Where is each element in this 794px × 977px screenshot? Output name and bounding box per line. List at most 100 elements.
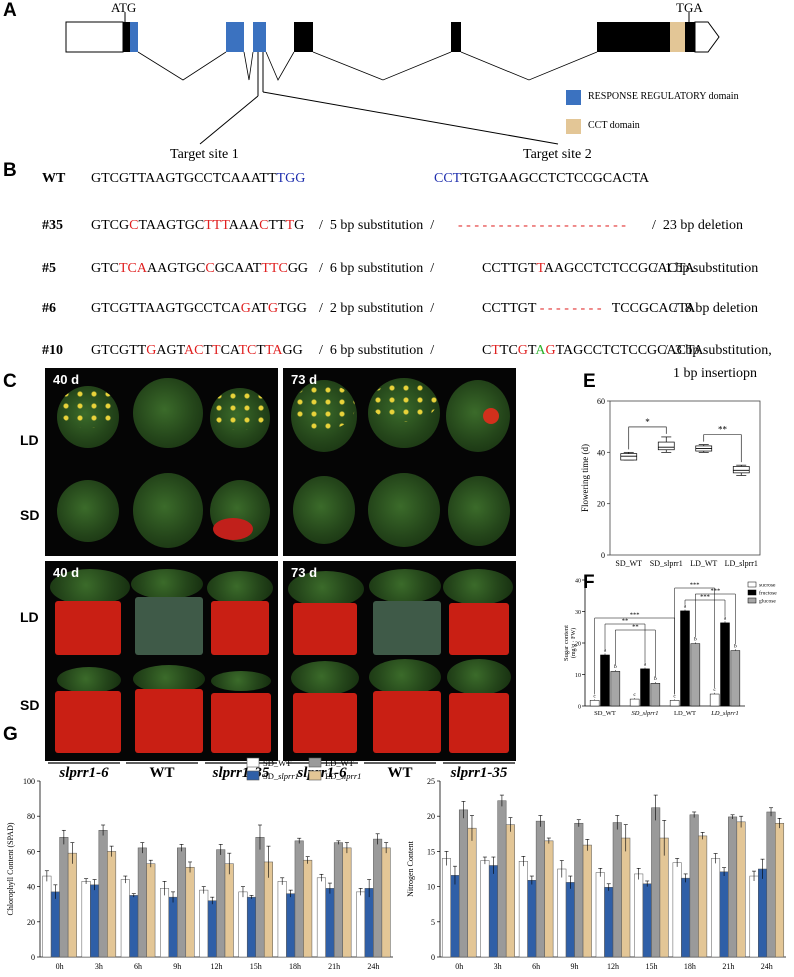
bar bbox=[59, 837, 69, 958]
plant bbox=[443, 569, 513, 605]
target2-sequence: CCTTGTTAAGCCTCTCCGCACTA bbox=[482, 261, 694, 277]
legend-label-cct: CCT domain bbox=[588, 120, 640, 131]
target-site-2-label: Target site 2 bbox=[523, 147, 592, 162]
rr-domain-exon1 bbox=[130, 22, 138, 52]
bar bbox=[527, 880, 537, 958]
x-tick-label: 3h bbox=[95, 962, 103, 971]
significance-label: *** bbox=[690, 582, 700, 589]
sequence-segment: T bbox=[203, 343, 213, 358]
y-tick-label: 40 bbox=[597, 448, 605, 457]
legend-label: fructose bbox=[759, 590, 777, 597]
legend-label: LD_slprr1 bbox=[325, 771, 361, 781]
significance-label: * bbox=[645, 417, 650, 427]
bar bbox=[246, 896, 256, 958]
y-tick-label: 10 bbox=[575, 673, 581, 679]
pot bbox=[55, 601, 121, 655]
sequence-segment: G bbox=[545, 343, 556, 358]
bar bbox=[286, 893, 296, 958]
bar bbox=[441, 858, 451, 958]
flowers bbox=[59, 388, 117, 428]
y-tick-label: 20 bbox=[427, 812, 435, 821]
row-label-ld: LD bbox=[20, 432, 39, 448]
plant bbox=[369, 659, 441, 695]
x-tick-label: 0h bbox=[455, 962, 463, 971]
group-letter: c bbox=[673, 693, 676, 699]
day-label: 40 d bbox=[53, 565, 80, 580]
group-letter: b bbox=[734, 643, 737, 649]
sequence-segment: AAGTGC bbox=[147, 261, 206, 276]
genotype-underlines bbox=[48, 762, 515, 764]
sequence-segment: AAA bbox=[228, 218, 260, 233]
pot bbox=[211, 693, 271, 753]
bar bbox=[146, 863, 156, 958]
y-tick-label: 20 bbox=[575, 642, 581, 648]
bar bbox=[505, 824, 515, 958]
y-tick-label: 60 bbox=[27, 847, 35, 856]
genotype-label: slprr1-6 bbox=[59, 765, 109, 781]
legend-label: glucose bbox=[759, 599, 776, 605]
bar bbox=[680, 610, 690, 707]
x-tick-label: 18h bbox=[289, 962, 301, 971]
group-letter: c bbox=[713, 687, 716, 693]
x-tick-label: LD_WT bbox=[674, 710, 696, 717]
legend-label-part: LD_WT bbox=[325, 758, 355, 768]
box bbox=[657, 441, 675, 451]
sequence-segment: C bbox=[259, 218, 269, 233]
mutation-note: / 6 bp substitution / bbox=[319, 343, 435, 358]
bar bbox=[356, 891, 366, 958]
sequence-segment: T bbox=[555, 343, 564, 358]
legend-label-part: SD_ bbox=[263, 771, 279, 781]
y-tick-label: 10 bbox=[427, 883, 435, 892]
panel-label-c: C bbox=[3, 371, 17, 392]
bar bbox=[728, 816, 738, 958]
target1-sequence: GTCGCTAAGTGCTTTAAACTTTG bbox=[91, 218, 304, 234]
y-tick-label: 25 bbox=[427, 777, 435, 786]
target1-sequence: GTCTCAAAGTGCCGCAATTTCGG bbox=[91, 261, 308, 277]
bar bbox=[651, 807, 661, 958]
group-letter: c bbox=[633, 692, 636, 698]
sequence-row-label: #10 bbox=[42, 343, 63, 358]
exon-1 bbox=[123, 22, 130, 52]
photo-c-top: 40 d bbox=[45, 368, 278, 556]
gene-structure-diagram bbox=[65, 12, 720, 145]
legend-swatch bbox=[308, 770, 322, 781]
x-tick-label: 15h bbox=[250, 962, 262, 971]
x-tick-label: SD_WT bbox=[594, 710, 616, 717]
legend-label: LD_WT bbox=[325, 758, 355, 768]
pot bbox=[213, 518, 253, 540]
sequence-segment: AAGCCTCTCCGCACTA bbox=[543, 261, 695, 276]
pot bbox=[449, 603, 509, 655]
mutation-note: / 2 bp substitution / bbox=[319, 301, 435, 316]
bar bbox=[640, 668, 650, 707]
significance-bracket bbox=[703, 434, 742, 463]
genotype-label: slprr1-35 bbox=[450, 765, 508, 781]
sequence-segment: TTT bbox=[204, 218, 229, 233]
bar bbox=[497, 800, 507, 958]
intron-5 bbox=[460, 51, 598, 81]
bar bbox=[373, 838, 383, 958]
y-axis-label: Nitrogen Content bbox=[406, 840, 415, 897]
exon-5 bbox=[451, 22, 461, 52]
sequence-segment: TCA bbox=[119, 261, 147, 276]
target1-sequence: GTCGTTAAGTGCCTCAAATTTGG bbox=[91, 171, 305, 187]
panel-label-f: F bbox=[583, 572, 595, 593]
group-letter: b bbox=[694, 636, 697, 642]
sequence-segment: AGT bbox=[156, 343, 184, 358]
target2-sequence: CCTTGTGAAGCCTCTCCGCACTA bbox=[434, 171, 649, 187]
bar bbox=[758, 868, 768, 958]
sequence-row-label: #35 bbox=[42, 218, 63, 233]
bar bbox=[582, 844, 592, 958]
y-tick-label: 30 bbox=[575, 610, 581, 616]
bar bbox=[333, 842, 343, 958]
legend-swatch-cct bbox=[566, 119, 581, 134]
sequence-segment: TC bbox=[499, 343, 518, 358]
group-letter: a bbox=[604, 647, 607, 653]
bar bbox=[535, 820, 545, 958]
plant bbox=[288, 571, 364, 607]
bar bbox=[612, 822, 622, 958]
mutation-note: / 23 bp deletion bbox=[652, 218, 743, 233]
legend-label: SD_WT bbox=[263, 758, 292, 768]
group-letter: c bbox=[593, 693, 596, 699]
chart-g-chlorophyll: 0 20 40 60 80 100 Chlorophyll Content (SPAD) 0h… bbox=[6, 757, 393, 971]
bar bbox=[238, 891, 248, 958]
